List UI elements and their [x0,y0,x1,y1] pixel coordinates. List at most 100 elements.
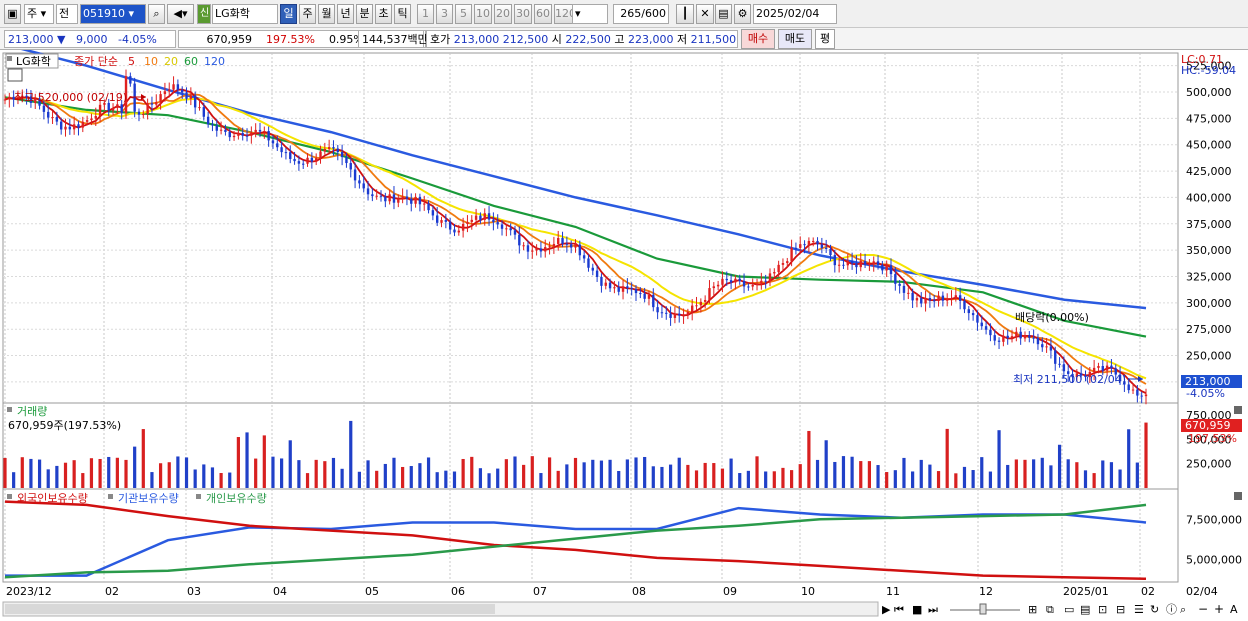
layout-icon[interactable]: ⊞ [1028,603,1037,616]
window-icon[interactable]: ▭ [1064,603,1074,616]
interval-button[interactable]: 1 [417,4,434,24]
candle-body [539,248,543,252]
institution-holdings-line [4,500,1147,581]
cross-icon[interactable]: ✕ [696,4,714,24]
candle-body [319,151,322,159]
candle-body [453,229,456,233]
buy-button[interactable]: 매수 [741,29,775,49]
period-button[interactable]: 년 [337,4,354,24]
volume-bar [703,462,707,488]
volume-bar [89,458,94,488]
eval-button[interactable]: 평 [815,29,835,49]
volume-y-tick: 250,000 [1186,458,1232,471]
volume-bar [115,457,119,488]
volume-bar [513,456,517,488]
stock-code-input[interactable]: 051910 ▾ [80,4,146,24]
candle-body [397,198,400,203]
list-icon[interactable]: ☰ [1134,603,1144,616]
volume-bar [798,464,802,488]
volume-bar [1083,470,1088,488]
zoom-icon[interactable]: ⌕ [1180,603,1186,616]
interval-button[interactable]: 10 [474,4,492,24]
last-page-icon[interactable]: ⏭ [928,603,938,616]
zoom-slider-handle[interactable] [979,603,987,615]
volume-bar [677,457,681,488]
scroll-right-icon[interactable]: ▶ [882,603,891,616]
copy-icon[interactable]: ⧉ [1046,603,1054,616]
font-size-icon[interactable]: A [1230,603,1238,616]
zoom-out-icon[interactable]: − [1198,602,1208,616]
volume-bar [582,462,586,488]
candle-body [971,313,975,316]
stock-name-field[interactable]: LG화학 [212,4,278,24]
volume-title: 거래량 [17,405,47,418]
period-button[interactable]: 월 [318,4,335,24]
candle-body [933,300,936,302]
split-icon[interactable]: ⊟ [1116,603,1125,616]
first-page-icon[interactable]: ⏮ [894,603,904,616]
candle-body [470,219,473,222]
info-icon[interactable]: ⓘ [1166,603,1177,616]
period-button[interactable]: 틱 [394,4,411,24]
volume-bar [764,471,768,488]
volume-bar [20,457,24,488]
volume-bar [418,463,422,488]
x-tick-label: 11 [886,585,900,598]
interval-button[interactable]: 60 [534,4,552,24]
interval-button[interactable]: 20 [494,4,512,24]
candle-body [721,278,724,285]
gear-icon[interactable]: ⚙ [734,4,751,24]
candle-body [181,89,184,93]
down-arrow-icon: ▼ [57,33,66,46]
volume-bar [81,473,85,488]
candle-body [29,96,33,103]
candle-icon[interactable]: ┃ [676,4,694,24]
period-button[interactable]: 초 [375,4,392,24]
save-icon[interactable]: ▤ [715,4,732,24]
print-icon[interactable]: ▤ [1080,603,1090,616]
candle-body [595,270,599,278]
volume-bar [686,464,690,488]
volume-bar [755,456,759,488]
interval-select[interactable]: ▾ [572,4,608,24]
stop-icon[interactable]: ■ [912,603,922,616]
candle-body [725,278,728,281]
zoom-in-icon[interactable]: + [1214,602,1224,616]
all-label: 전 [59,7,70,20]
search-icon[interactable]: ⌕ [148,4,165,24]
foreign-holdings-label: 외국인보유수량 [17,492,88,505]
candle-body [807,240,811,245]
sound-icon[interactable]: ◀▾ [167,4,194,24]
scroll-thumb[interactable] [5,604,495,614]
candle-body [656,307,659,313]
refresh-icon[interactable]: ↻ [1150,603,1159,616]
grid-toggle-icon[interactable] [7,68,23,82]
volume-bar [634,457,638,488]
candle-body [185,92,188,99]
candle-body [1010,336,1014,339]
period-button[interactable]: 주 [299,4,316,24]
sell-button[interactable]: 매도 [778,29,812,49]
interval-button[interactable]: 5 [455,4,472,24]
date-field[interactable]: 2025/02/04 [753,4,837,24]
interval-button[interactable]: 3 [436,4,453,24]
volume-close-icon[interactable] [1234,406,1242,414]
all-select[interactable]: 전 [56,4,78,24]
volume-bar [158,463,163,488]
tile-icon[interactable]: ⊡ [1098,603,1107,616]
bar-count-field[interactable]: 265/600 [613,4,669,24]
candle-body [496,222,499,225]
stock-chart[interactable]: 225,000250,000275,000300,000325,000350,0… [0,50,1248,621]
period-type-select[interactable]: 주 ▾ [24,4,54,24]
candle-body [729,280,733,283]
price-y-tick: 450,000 [1186,139,1232,152]
holdings-close-icon[interactable] [1234,492,1242,500]
volume-bar [789,470,794,488]
period-button[interactable]: 분 [356,4,373,24]
interval-button[interactable]: 30 [514,4,532,24]
price-y-tick: 300,000 [1186,297,1232,310]
candle-body [323,148,327,152]
volume-bar [55,465,59,488]
period-button[interactable]: 일 [280,4,297,24]
chart-type-icon[interactable]: ▣ [4,4,21,24]
